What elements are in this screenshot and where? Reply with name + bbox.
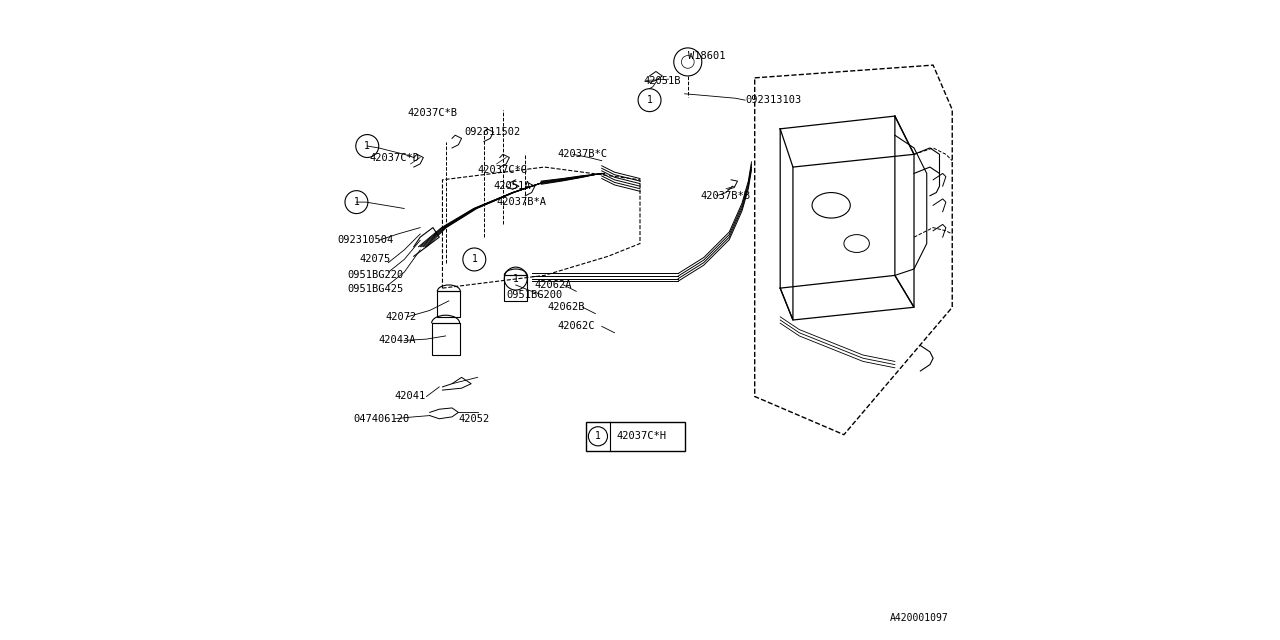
Text: 42037B*C: 42037B*C [557, 149, 607, 159]
Bar [438, 291, 461, 317]
Bar [431, 323, 460, 355]
Text: W18601: W18601 [687, 51, 726, 61]
Text: 42037C*G: 42037C*G [477, 165, 527, 175]
Text: 092310504: 092310504 [338, 236, 393, 245]
Text: 42037C*H: 42037C*H [617, 431, 667, 442]
Text: 42037C*D: 42037C*D [369, 152, 419, 163]
Text: 42037B*A: 42037B*A [497, 197, 547, 207]
Text: 1: 1 [365, 141, 370, 151]
Text: 0951BG425: 0951BG425 [347, 284, 403, 294]
Text: 1: 1 [471, 255, 477, 264]
Text: 42037C*B: 42037C*B [407, 108, 457, 118]
Text: A420001097: A420001097 [891, 612, 948, 623]
Text: 092313103: 092313103 [745, 95, 801, 105]
Text: 42041: 42041 [394, 392, 426, 401]
Text: 1: 1 [353, 197, 360, 207]
Text: 42051A: 42051A [493, 181, 531, 191]
Text: 42075: 42075 [360, 255, 390, 264]
Text: 1: 1 [513, 273, 518, 284]
Text: 42062B: 42062B [548, 302, 585, 312]
Text: 092311502: 092311502 [465, 127, 521, 137]
Text: 42062C: 42062C [557, 321, 595, 332]
Text: 42043A: 42043A [379, 335, 416, 346]
Text: 42037B*B: 42037B*B [700, 191, 750, 201]
Text: 42052: 42052 [458, 414, 490, 424]
Text: 42051B: 42051B [643, 76, 681, 86]
Bar [504, 275, 527, 301]
Text: 42072: 42072 [385, 312, 416, 322]
Text: 1: 1 [595, 431, 600, 442]
Text: 42062A: 42062A [535, 280, 572, 290]
Text: 047406120: 047406120 [353, 414, 410, 424]
Text: 1: 1 [646, 95, 653, 105]
Text: 0951BG200: 0951BG200 [506, 289, 562, 300]
Text: 0951BG220: 0951BG220 [347, 270, 403, 280]
